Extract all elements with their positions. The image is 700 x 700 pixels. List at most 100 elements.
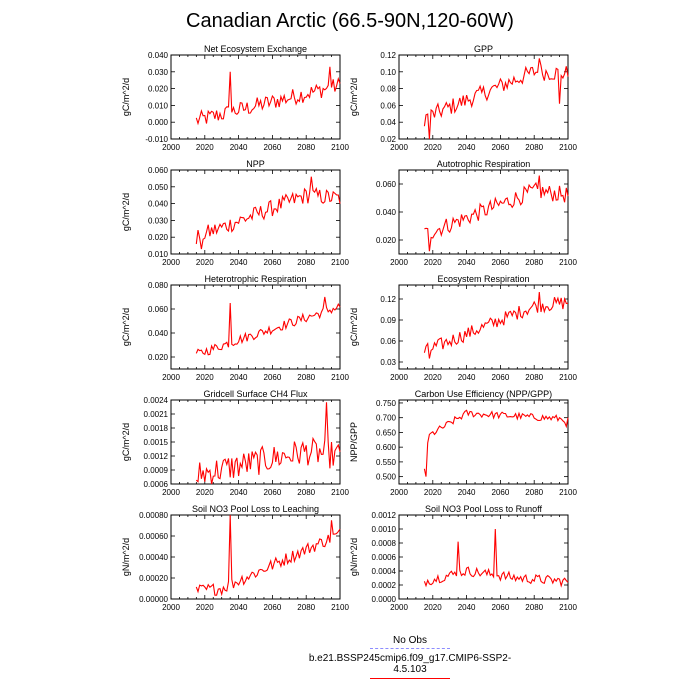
x-tick-label: 2060 <box>492 488 510 497</box>
x-tick-label: 2000 <box>390 488 408 497</box>
y-axis-label: gN/m^2/d <box>349 538 359 576</box>
plot-title: Soil NO3 Pool Loss to Runoff <box>425 504 542 514</box>
y-tick-label: 0.02 <box>380 135 396 144</box>
y-tick-label: 0.060 <box>148 166 169 175</box>
x-tick-label: 2080 <box>525 258 543 267</box>
plot-frame <box>170 54 341 140</box>
x-tick-label: 2000 <box>390 373 408 382</box>
y-tick-label: 0.020 <box>148 85 169 94</box>
y-axis-label: gC/m^2/d <box>349 78 359 116</box>
x-tick-label: 2100 <box>559 603 577 612</box>
x-tick-label: 2060 <box>492 373 510 382</box>
y-tick-label: 0.060 <box>376 180 397 189</box>
y-tick-label: 0.12 <box>380 295 396 304</box>
x-tick-label: 2020 <box>424 258 442 267</box>
y-tick-label: 0.060 <box>148 305 169 314</box>
legend-model-line <box>370 678 450 679</box>
plot-title: Ecosystem Respiration <box>437 274 529 284</box>
y-tick-label: 0.010 <box>148 250 169 259</box>
y-tick-label: 0.00060 <box>139 532 168 541</box>
x-tick-label: 2100 <box>559 258 577 267</box>
y-tick-label: 0.550 <box>376 458 397 467</box>
y-tick-label: 0.09 <box>380 316 396 325</box>
y-tick-label: 0.080 <box>148 281 169 290</box>
y-tick-label: 0.06 <box>380 101 396 110</box>
x-tick-label: 2040 <box>458 258 476 267</box>
y-tick-label: 0.10 <box>380 68 396 77</box>
y-tick-label: 0.030 <box>148 216 169 225</box>
x-tick-label: 2060 <box>492 143 510 152</box>
y-tick-label: 0.12 <box>380 51 396 60</box>
plot-title: Gridcell Surface CH4 Flux <box>203 389 308 399</box>
x-tick-label: 2060 <box>492 258 510 267</box>
x-tick-label: 2020 <box>424 488 442 497</box>
x-tick-label: 2020 <box>196 258 214 267</box>
y-tick-label: 0.020 <box>148 353 169 362</box>
plot-frame <box>398 399 569 485</box>
legend: No Obs b.e21.BSSP245cmip6.f09_g17.CMIP6-… <box>300 635 520 679</box>
y-tick-label: 0.00020 <box>139 574 168 583</box>
y-axis-label: gC/m^2/d <box>121 308 131 346</box>
y-tick-label: 0.010 <box>148 101 169 110</box>
y-tick-label: 0.030 <box>148 68 169 77</box>
plot-title: Autotrophic Respiration <box>437 159 531 169</box>
x-tick-label: 2020 <box>196 488 214 497</box>
y-axis-label: gN/m^2/d <box>121 538 131 576</box>
x-tick-label: 2040 <box>230 143 248 152</box>
y-tick-label: 0.020 <box>148 233 169 242</box>
plot-title: Carbon Use Efficiency (NPP/GPP) <box>415 389 552 399</box>
y-tick-label: 0.0006 <box>144 480 169 489</box>
x-tick-label: 2020 <box>424 603 442 612</box>
y-tick-label: 0.040 <box>376 208 397 217</box>
y-tick-label: 0.600 <box>376 443 397 452</box>
plot-title: GPP <box>474 44 493 54</box>
x-tick-label: 2060 <box>264 258 282 267</box>
y-tick-label: 0.00080 <box>139 511 168 520</box>
y-tick-label: 0.04 <box>380 118 396 127</box>
y-tick-label: 0.020 <box>376 236 397 245</box>
y-axis-label: NPP/GPP <box>349 422 359 462</box>
y-tick-label: 0.0015 <box>144 438 169 447</box>
x-tick-label: 2020 <box>196 603 214 612</box>
x-tick-label: 2080 <box>525 603 543 612</box>
y-tick-label: 0.0021 <box>144 410 169 419</box>
y-tick-label: 0.000 <box>148 118 169 127</box>
x-tick-label: 2000 <box>162 488 180 497</box>
y-tick-label: 0.0002 <box>372 581 397 590</box>
x-tick-label: 2000 <box>162 143 180 152</box>
x-tick-label: 2000 <box>162 603 180 612</box>
x-tick-label: 2060 <box>492 603 510 612</box>
x-tick-label: 2000 <box>390 603 408 612</box>
x-tick-label: 2020 <box>424 143 442 152</box>
series-line <box>424 175 569 252</box>
y-axis-label: gC/m^2/d <box>121 423 131 461</box>
series-line <box>423 528 569 588</box>
x-tick-label: 2040 <box>458 488 476 497</box>
x-tick-label: 2100 <box>331 258 349 267</box>
x-tick-label: 2060 <box>264 488 282 497</box>
y-tick-label: 0.650 <box>376 428 397 437</box>
x-tick-label: 2080 <box>525 143 543 152</box>
series-line <box>423 58 569 140</box>
y-tick-label: 0.0012 <box>372 511 397 520</box>
y-axis-label: gC/m^2/d <box>121 78 131 116</box>
y-tick-label: 0.08 <box>380 85 396 94</box>
plot-frame <box>170 514 341 600</box>
x-tick-label: 2100 <box>331 373 349 382</box>
plot-frame <box>398 514 569 600</box>
x-tick-label: 2000 <box>162 258 180 267</box>
x-tick-label: 2020 <box>196 143 214 152</box>
y-tick-label: 0.0004 <box>372 567 397 576</box>
x-tick-label: 2080 <box>525 373 543 382</box>
series-line <box>195 176 341 250</box>
y-tick-label: 0.03 <box>380 358 396 367</box>
x-tick-label: 2100 <box>559 488 577 497</box>
x-tick-label: 2000 <box>162 373 180 382</box>
x-tick-label: 2040 <box>458 373 476 382</box>
y-tick-label: 0.700 <box>376 414 397 423</box>
y-tick-label: 0.00000 <box>139 595 168 604</box>
x-tick-label: 2020 <box>424 373 442 382</box>
plot-title: NPP <box>246 159 265 169</box>
legend-obs-line <box>370 648 450 649</box>
